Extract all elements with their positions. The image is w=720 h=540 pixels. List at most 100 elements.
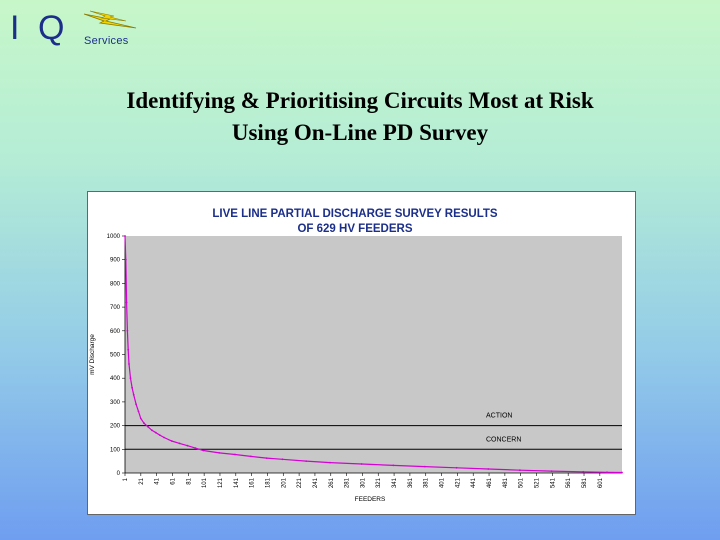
- chart-title: LIVE LINE PARTIAL DISCHARGE SURVEY RESUL…: [212, 208, 498, 220]
- x-tick-label: 521: [535, 477, 541, 488]
- x-axis-label: FEEDERS: [355, 496, 386, 503]
- x-tick-label: 321: [376, 477, 382, 488]
- threshold-lines: ACTION CONCERN: [125, 413, 622, 450]
- y-axis: 0 100 200 300 400 500 600 700 800 900 1000: [107, 234, 126, 477]
- data-point: [186, 444, 189, 447]
- data-point: [519, 469, 521, 472]
- y-tick-label: 1000: [107, 234, 121, 240]
- data-point: [194, 447, 197, 449]
- data-point: [249, 455, 252, 458]
- x-tick-label: 1: [123, 477, 129, 481]
- data-point: [218, 452, 221, 454]
- threshold-label-action: ACTION: [486, 413, 512, 420]
- data-point: [265, 457, 268, 459]
- y-tick-label: 100: [110, 447, 121, 453]
- x-tick-label: 81: [186, 477, 192, 484]
- data-point: [127, 348, 130, 351]
- y-tick-label: 900: [110, 258, 121, 264]
- data-point: [135, 403, 137, 406]
- pd-survey-chart: LIVE LINE PARTIAL DISCHARGE SURVEY RESUL…: [89, 208, 623, 503]
- data-point: [606, 471, 608, 474]
- data-point: [455, 466, 458, 469]
- x-tick-label: 561: [566, 477, 572, 488]
- data-point: [305, 460, 308, 462]
- x-tick-label: 421: [455, 477, 461, 488]
- data-point: [137, 410, 140, 413]
- x-tick-label: 381: [424, 477, 430, 488]
- data-point: [424, 465, 426, 468]
- data-point: [234, 453, 236, 456]
- x-tick-label: 141: [234, 477, 240, 488]
- y-tick-label: 600: [110, 329, 121, 335]
- data-point: [124, 258, 127, 261]
- data-point: [281, 458, 284, 461]
- x-axis: 1 21 41 61 81 101 121 141 161 181 201 221 241 261 281 3…: [123, 472, 622, 488]
- x-tick-label: 501: [519, 477, 525, 488]
- chart-subtitle: OF 629 HV FEEDERS: [297, 223, 412, 235]
- x-tick-label: 261: [329, 477, 335, 488]
- y-tick-label: 300: [110, 400, 121, 406]
- threshold-label-concern: CONCERN: [486, 436, 521, 443]
- data-point: [132, 393, 135, 396]
- x-tick-label: 481: [503, 477, 509, 488]
- x-tick-label: 241: [313, 477, 319, 488]
- plot-area: [125, 236, 622, 473]
- y-axis-label: mV Discharge: [89, 334, 96, 375]
- data-point: [124, 235, 126, 237]
- data-point: [139, 417, 142, 420]
- series-line: [124, 235, 623, 474]
- data-point: [129, 377, 132, 380]
- data-point: [360, 463, 363, 465]
- lightning-bolt-icon: [83, 10, 137, 29]
- x-tick-label: 401: [440, 477, 446, 488]
- x-tick-label: 581: [582, 477, 588, 488]
- x-tick-label: 221: [297, 477, 303, 488]
- x-tick-label: 161: [250, 477, 256, 488]
- data-point: [170, 440, 173, 442]
- x-tick-label: 301: [360, 477, 366, 488]
- data-point: [143, 422, 145, 425]
- y-tick-label: 800: [110, 281, 121, 287]
- x-tick-label: 341: [392, 477, 398, 488]
- slide-title-line-2: Using On-Line PD Survey: [231, 120, 489, 145]
- y-tick-label: 0: [117, 471, 121, 477]
- x-tick-label: 41: [155, 477, 161, 484]
- iq-services-logo: I Q Services: [8, 8, 148, 48]
- data-point: [162, 436, 165, 439]
- x-tick-label: 281: [345, 477, 351, 488]
- y-tick-label: 400: [110, 376, 121, 382]
- data-point: [582, 470, 585, 473]
- series-group: [124, 235, 623, 474]
- x-tick-label: 61: [170, 477, 176, 484]
- data-point: [131, 386, 133, 389]
- y-tick-label: 700: [110, 305, 121, 311]
- logo-services-text: Services: [84, 35, 129, 47]
- data-point: [155, 431, 157, 434]
- data-point: [202, 449, 205, 452]
- x-tick-label: 441: [471, 477, 477, 488]
- logo-letter-i: I: [10, 9, 20, 47]
- data-point: [147, 425, 149, 428]
- data-point: [550, 470, 553, 472]
- x-tick-label: 181: [265, 477, 271, 488]
- x-tick-label: 101: [202, 477, 208, 488]
- logo-letter-q: Q: [38, 9, 65, 47]
- data-point: [158, 434, 161, 436]
- x-tick-label: 461: [487, 477, 493, 488]
- data-point: [487, 468, 490, 470]
- y-tick-label: 200: [110, 424, 121, 430]
- x-tick-label: 541: [550, 477, 556, 488]
- x-tick-label: 21: [139, 477, 145, 484]
- x-tick-label: 121: [218, 477, 224, 488]
- data-point: [329, 461, 331, 464]
- data-point: [151, 429, 153, 432]
- data-point: [178, 442, 181, 445]
- slide-title-line-1: Identifying & Prioritising Circuits Most…: [126, 88, 594, 113]
- y-tick-label: 500: [110, 353, 121, 359]
- data-point: [125, 301, 128, 304]
- x-tick-label: 201: [281, 477, 287, 488]
- x-tick-label: 601: [598, 477, 604, 488]
- x-tick-label: 361: [408, 477, 414, 488]
- data-point: [392, 464, 395, 467]
- data-point: [621, 471, 623, 474]
